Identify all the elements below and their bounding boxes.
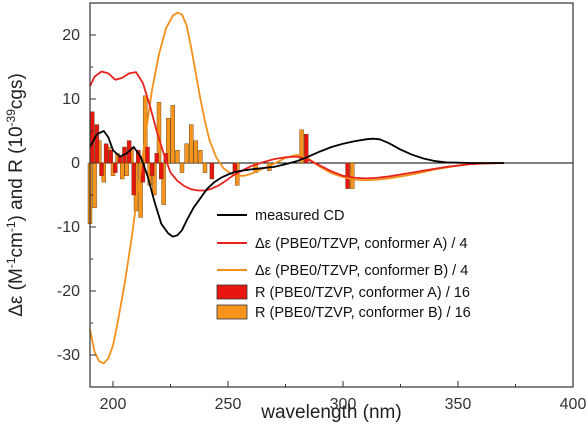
series-line-conformer-a [89, 70, 505, 192]
y-axis-label-sup3: -39 [4, 109, 18, 127]
x-tick-label: 350 [445, 396, 472, 413]
bar-b-29 [299, 129, 304, 164]
bar-b-19 [175, 149, 180, 164]
bar-a-14 [154, 153, 159, 164]
bar-a-3 [103, 143, 109, 164]
legend-label-r-conformer-a: R (PBE0/TZVP, conformer A) / 16 [255, 285, 470, 301]
bar-a-9 [131, 162, 136, 196]
y-axis-label-mid: cm [6, 232, 27, 257]
legend: measured CD Δε (PBE0/TZVP, conformer A) … [216, 208, 471, 321]
bar-a-5 [113, 162, 118, 173]
bar-a-15 [159, 162, 164, 180]
bar-b-14 [152, 162, 157, 196]
legend-label-r-conformer-b: R (PBE0/TZVP, conformer B) / 16 [255, 305, 471, 321]
y-axis-label-sup1: -1 [4, 257, 18, 268]
bar-series-r-conformer-a [90, 111, 350, 196]
y-tick-label: 20 [62, 27, 80, 44]
y-tick-label: -10 [57, 219, 80, 236]
y-axis-label-prefix: Δε (M [6, 268, 27, 317]
legend-label-conformer-a: Δε (PBE0/TZVP, conformer A) / 4 [255, 236, 468, 252]
y-tick-label: 0 [71, 155, 80, 172]
axis-ticks [90, 2, 574, 388]
y-axis-label-sup2: -1 [4, 221, 18, 232]
bar-a-1 [94, 124, 100, 164]
legend-label-measured: measured CD [255, 208, 344, 224]
bar-a-17 [209, 162, 215, 180]
plot-content [87, 11, 573, 365]
y-axis-label: Δε (M-1cm-1) and R (10-39cgs) [4, 73, 27, 317]
bar-b-24 [198, 149, 203, 164]
legend-label-conformer-b: Δε (PBE0/TZVP, conformer B) / 4 [255, 263, 468, 279]
x-tick-label: 250 [215, 396, 242, 413]
bar-a-13 [149, 162, 155, 177]
y-tick-label: -20 [57, 283, 80, 300]
bar-b-20 [179, 162, 185, 173]
bar-b-17 [165, 117, 171, 164]
x-tick-label: 300 [330, 396, 357, 413]
bar-a-19 [304, 133, 309, 164]
legend-swatch-r-conformer-b [216, 304, 248, 320]
bar-b-18 [170, 105, 176, 164]
bar-b-1 [92, 162, 97, 208]
bar-b-8 [124, 162, 130, 177]
series-line-measured [89, 130, 504, 238]
y-axis-label-suffix: cgs) [6, 73, 27, 109]
x-axis-label: wavelength (nm) [260, 402, 401, 423]
x-tick-label: 200 [100, 396, 127, 413]
bar-b-22 [188, 124, 194, 164]
bar-a-12 [145, 146, 150, 164]
y-tick-label: 10 [62, 91, 80, 108]
bar-b-21 [184, 143, 189, 164]
x-tick-label: 400 [560, 396, 587, 413]
bar-b-30 [350, 162, 355, 189]
bar-b-16 [161, 162, 166, 205]
y-axis-label-mid2: ) and R (10 [6, 126, 27, 221]
bar-b-23 [193, 140, 199, 164]
y-tick-label: -30 [57, 347, 80, 364]
bar-a-0 [90, 111, 95, 164]
bar-a-2 [99, 162, 104, 177]
bar-a-4 [108, 149, 113, 164]
legend-swatch-r-conformer-a [216, 284, 248, 300]
bar-a-6 [117, 156, 123, 164]
axis-tick-labels: 200 250 300 350 400 -30 -20 -10 0 10 20 [57, 27, 587, 413]
bar-b-25 [202, 162, 208, 173]
bar-b-7 [119, 162, 125, 180]
